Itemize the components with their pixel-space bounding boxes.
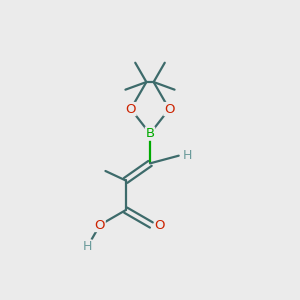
Text: O: O — [164, 103, 175, 116]
Text: H: H — [82, 240, 92, 253]
Text: O: O — [95, 218, 105, 232]
Text: B: B — [146, 127, 154, 140]
Text: O: O — [125, 103, 136, 116]
Text: O: O — [154, 218, 165, 232]
Text: H: H — [182, 149, 192, 162]
